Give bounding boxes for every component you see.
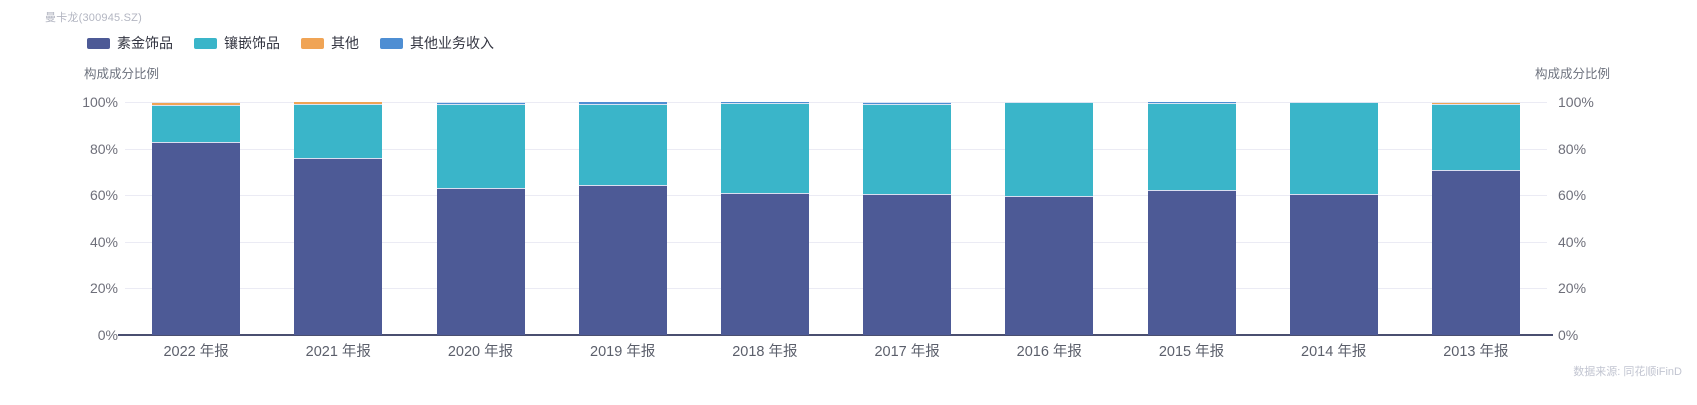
- chart-legend: 素金饰品 镶嵌饰品 其他 其他业务收入: [87, 33, 494, 53]
- legend-swatch-icon: [87, 37, 110, 49]
- gridline-60%: [125, 195, 1547, 197]
- y-tick-label-left: 0%: [97, 327, 118, 343]
- y-tick-label-right: 100%: [1558, 94, 1594, 110]
- data-source-note: 数据来源: 同花顺iFinD: [1573, 366, 1682, 378]
- bar-segment-2014 年报-镶嵌饰品[interactable]: [1289, 102, 1378, 194]
- x-axis-label-2018 年报: 2018 年报: [732, 344, 798, 360]
- bar-segment-2019 年报-素金饰品[interactable]: [578, 185, 667, 335]
- y-tick-label-left: 20%: [89, 280, 118, 297]
- legend-swatch-icon: [194, 37, 217, 49]
- legend-item-1[interactable]: 镶嵌饰品: [194, 33, 280, 53]
- bar-segment-2022 年报-其他[interactable]: [152, 102, 241, 106]
- x-axis-label-2015 年报: 2015 年报: [1158, 344, 1225, 360]
- bar-segment-2022 年报-素金饰品[interactable]: [152, 141, 241, 335]
- chart-title: 曼卡龙(300945.SZ): [45, 12, 142, 24]
- bar-segment-2013 年报-其他[interactable]: [1431, 102, 1520, 105]
- y-tick-label-right: 20%: [1558, 280, 1587, 297]
- bar-segment-2021 年报-素金饰品[interactable]: [294, 158, 383, 335]
- legend-item-2[interactable]: 其他: [301, 33, 359, 53]
- x-axis-label-2019 年报: 2019 年报: [590, 344, 656, 360]
- bar-segment-2020 年报-镶嵌饰品[interactable]: [436, 104, 525, 189]
- y-axis-name-left: 构成成分比例: [84, 67, 160, 81]
- bar-segment-2015 年报-其他业务收入[interactable]: [1147, 102, 1236, 103]
- y-tick-label-left: 100%: [82, 94, 118, 110]
- y-tick-label-right: 60%: [1558, 187, 1587, 204]
- legend-swatch-icon: [380, 37, 403, 49]
- x-axis-line: [118, 334, 1553, 336]
- bar-segment-2020 年报-素金饰品[interactable]: [436, 188, 525, 335]
- x-axis-label-2017 年报: 2017 年报: [874, 344, 940, 360]
- bar-segment-2013 年报-镶嵌饰品[interactable]: [1431, 104, 1520, 170]
- y-tick-label-left: 40%: [89, 233, 118, 250]
- bar-segment-2016 年报-镶嵌饰品[interactable]: [1005, 102, 1094, 196]
- y-tick-label-right: 80%: [1558, 140, 1587, 157]
- bar-segment-2017 年报-镶嵌饰品[interactable]: [863, 104, 952, 195]
- y-tick-label-left: 80%: [89, 140, 118, 157]
- bar-segment-2013 年报-素金饰品[interactable]: [1431, 169, 1520, 335]
- bar-segment-2015 年报-素金饰品[interactable]: [1147, 190, 1236, 335]
- bar-segment-2017 年报-其他业务收入[interactable]: [863, 102, 952, 105]
- bar-segment-2020 年报-其他业务收入[interactable]: [436, 102, 525, 105]
- x-axis-label-2013 年报: 2013 年报: [1443, 344, 1509, 360]
- legend-item-3[interactable]: 其他业务收入: [380, 33, 494, 53]
- gridline-40%: [125, 241, 1547, 243]
- bar-segment-2018 年报-其他业务收入[interactable]: [720, 102, 809, 103]
- legend-label: 其他: [331, 35, 359, 51]
- y-tick-label-right: 40%: [1558, 233, 1587, 250]
- x-axis-label-2021 年报: 2021 年报: [305, 344, 371, 360]
- x-axis-label-2020 年报: 2020 年报: [447, 344, 514, 360]
- x-axis-label-2016 年报: 2016 年报: [1016, 344, 1082, 360]
- legend-swatch-icon: [301, 37, 324, 49]
- gridline-80%: [125, 148, 1547, 150]
- bar-segment-2015 年报-镶嵌饰品[interactable]: [1147, 102, 1236, 191]
- bar-segment-2021 年报-镶嵌饰品[interactable]: [294, 103, 383, 159]
- bar-segment-2022 年报-镶嵌饰品[interactable]: [152, 105, 241, 142]
- gridline-100%: [125, 102, 1547, 103]
- gridline-20%: [125, 288, 1547, 290]
- bar-segment-2016 年报-素金饰品[interactable]: [1005, 195, 1094, 335]
- x-axis-label-2022 年报: 2022 年报: [163, 344, 229, 360]
- y-tick-label-right: 0%: [1558, 327, 1579, 343]
- legend-label: 素金饰品: [117, 35, 173, 51]
- bar-segment-2017 年报-素金饰品[interactable]: [863, 194, 952, 335]
- legend-label: 镶嵌饰品: [224, 35, 280, 51]
- bar-segment-2018 年报-镶嵌饰品[interactable]: [720, 102, 809, 194]
- bar-segment-2019 年报-镶嵌饰品[interactable]: [578, 103, 667, 186]
- legend-item-0[interactable]: 素金饰品: [87, 33, 173, 53]
- bar-segment-2014 年报-素金饰品[interactable]: [1289, 193, 1378, 335]
- legend-label: 其他业务收入: [410, 35, 494, 51]
- bar-segment-2018 年报-素金饰品[interactable]: [720, 193, 809, 335]
- y-tick-label-left: 60%: [89, 187, 118, 204]
- bar-segment-2019 年报-其他业务收入[interactable]: [578, 102, 667, 104]
- y-axis-name-right: 构成成分比例: [1534, 67, 1610, 81]
- bar-segment-2021 年报-其他[interactable]: [294, 102, 383, 104]
- x-axis-label-2014 年报: 2014 年报: [1301, 344, 1367, 360]
